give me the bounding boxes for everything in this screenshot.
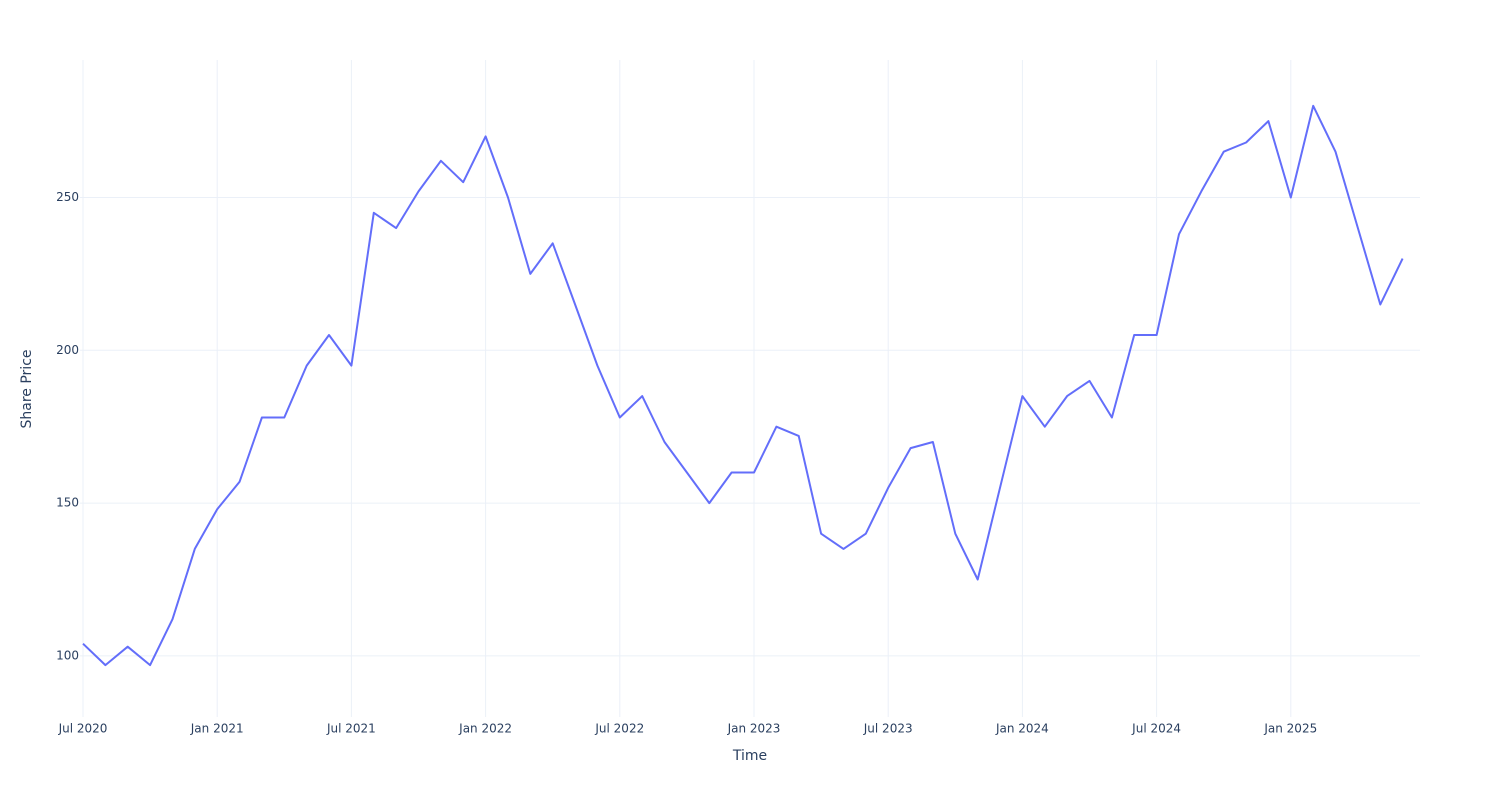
x-tick-label: Jan 2025 [1263, 722, 1317, 736]
y-axis-title: Share Price [19, 349, 35, 428]
x-tick-label: Jan 2022 [458, 722, 512, 736]
x-tick-label: Jul 2021 [326, 722, 376, 736]
x-tick-label: Jan 2024 [995, 722, 1049, 736]
x-axis-title: Time [732, 748, 767, 764]
x-tick-label: Jul 2022 [594, 722, 644, 736]
line [82, 104, 1404, 667]
x-tick-label: Jul 2023 [863, 722, 913, 736]
y-tick-label: 100 [56, 648, 79, 662]
y-tick-label: 150 [56, 496, 79, 510]
x-tick-label: Jan 2023 [727, 722, 781, 736]
y-tick-label: 250 [56, 190, 79, 204]
x-tick-label: Jul 2020 [58, 722, 108, 736]
y-tick-label: 200 [56, 343, 79, 357]
x-tick-label: Jan 2021 [190, 722, 244, 736]
x-tick-label: Jul 2024 [1131, 722, 1181, 736]
